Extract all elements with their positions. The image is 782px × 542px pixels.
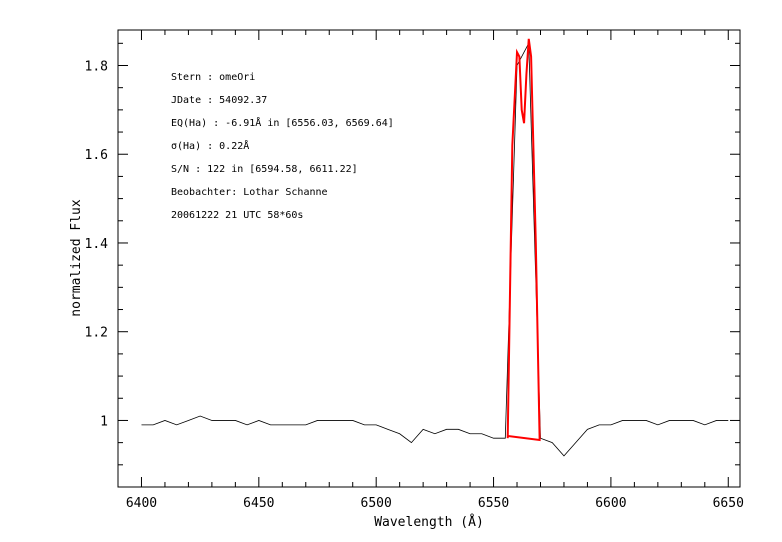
annotation-line: 20061222 21 UTC 58*60s	[171, 210, 303, 221]
x-tick-label: 6450	[243, 496, 274, 511]
y-tick-label: 1.4	[85, 237, 109, 252]
annotation-line: Stern : omeOri	[171, 72, 255, 83]
plot-frame	[117, 29, 741, 488]
x-tick-label: 6650	[713, 496, 744, 511]
annotation-line: JDate : 54092.37	[171, 95, 267, 106]
spectrum-line	[141, 41, 729, 457]
x-axis-label: Wavelength (Å)	[374, 514, 484, 530]
x-tick-label: 6550	[478, 496, 509, 511]
y-axis-label: normalized Flux	[69, 199, 84, 317]
annotation-line: S/N : 122 in [6594.58, 6611.22]	[171, 164, 358, 175]
annotation-line: EQ(Ha) : -6.91Å in [6556.03, 6569.64]	[171, 116, 394, 129]
annotation-line: σ(Ha) : 0.22Å	[171, 139, 249, 152]
annotation-block: Stern : omeOri JDate : 54092.37 EQ(Ha) : -…	[171, 72, 394, 221]
y-tick-label: 1.8	[85, 59, 108, 74]
x-tick-label: 6400	[126, 496, 157, 511]
y-tick-label: 1.6	[85, 148, 108, 163]
y-tick-labels: 1 1.2 1.4 1.6 1.8	[85, 59, 109, 429]
axis-ticks	[117, 30, 740, 487]
y-tick-label: 1.2	[85, 326, 108, 341]
x-tick-label: 6600	[595, 496, 626, 511]
annotation-line: Beobachter: Lothar Schanne	[171, 187, 328, 198]
halpha-emission-line	[506, 38, 541, 442]
x-tick-label: 6500	[361, 496, 392, 511]
y-tick-label: 1	[100, 414, 108, 429]
x-tick-labels: 6400 6450 6500 6550 6600 6650	[126, 496, 744, 511]
